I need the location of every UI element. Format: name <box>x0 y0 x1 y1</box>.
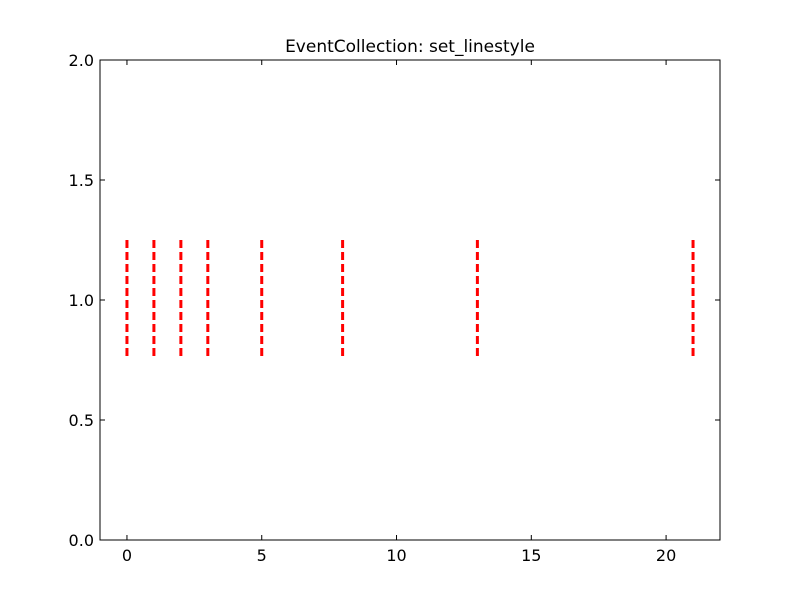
x-tick-label: 15 <box>521 546 541 565</box>
y-tick-label: 1.0 <box>69 291 94 310</box>
x-tick-label: 5 <box>257 546 267 565</box>
x-tick-label: 0 <box>122 546 132 565</box>
ticks-layer <box>100 59 720 541</box>
x-tick-label: 20 <box>656 546 676 565</box>
axes-frame <box>99 59 721 541</box>
tick-labels-layer: 0 5 10 15 20 0.0 0.5 1.0 1.5 2.0 <box>69 51 677 565</box>
y-tick-label: 0.5 <box>69 411 94 430</box>
x-tick-label: 10 <box>386 546 406 565</box>
events-layer <box>125 240 695 360</box>
y-tick-label: 0.0 <box>69 531 94 550</box>
chart-title: EventCollection: set_linestyle <box>285 37 535 57</box>
y-tick-label: 1.5 <box>69 171 94 190</box>
y-tick-label: 2.0 <box>69 51 94 70</box>
